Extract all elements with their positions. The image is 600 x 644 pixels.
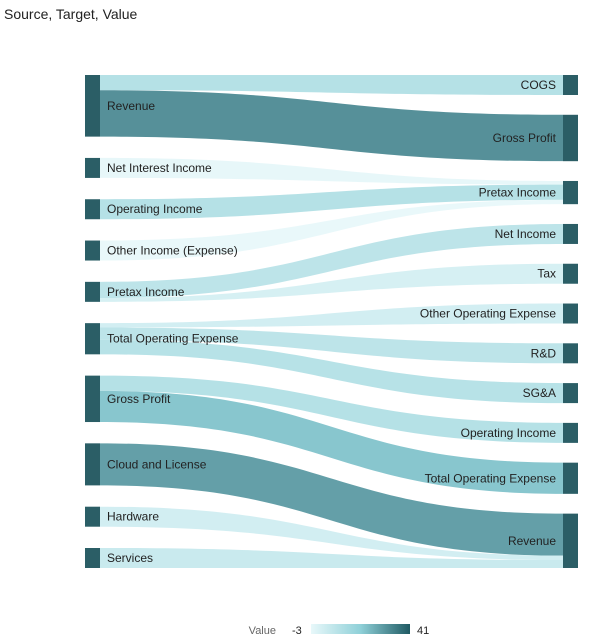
source-node-revenue[interactable] [85,75,100,137]
target-label-sganda: SG&A [523,386,556,400]
source-node-hardware[interactable] [85,506,100,527]
link-revenue-to-cogs[interactable] [100,75,563,95]
source-node-operating-income[interactable] [85,199,100,220]
legend-title: Value [249,625,276,637]
target-label-total-operating-expense: Total Operating Expense [425,471,557,485]
target-node-total-operating-expense[interactable] [563,462,578,494]
target-node-operating-income[interactable] [563,422,578,443]
link-hardware-to-revenue[interactable] [100,506,563,561]
link-gross-profit-to-total-operating-expense[interactable] [100,390,563,494]
target-node-tax[interactable] [563,263,578,284]
target-label-revenue: Revenue [508,534,556,548]
source-label-cloud-and-license: Cloud and License [107,457,207,471]
link-total-operating-expense-to-randd[interactable] [100,327,563,364]
target-label-cogs: COGS [521,78,556,92]
link-other-income-expense-to-pretax-income[interactable] [100,199,563,261]
link-gross-profit-to-operating-income[interactable] [100,375,563,443]
link-pretax-income-to-net-income[interactable] [100,223,563,299]
color-legend: Value -3 41 [249,624,429,637]
legend-max-label: 41 [417,625,429,637]
target-label-pretax-income: Pretax Income [479,186,557,200]
source-label-total-operating-expense: Total Operating Expense [107,332,239,346]
chart-title: Source, Target, Value [4,6,138,22]
target-node-gross-profit[interactable] [563,114,578,162]
source-label-services: Services [107,551,153,565]
target-label-net-income: Net Income [495,227,557,241]
source-label-net-interest-income: Net Interest Income [107,161,212,175]
source-node-net-interest-income[interactable] [85,157,100,178]
target-label-tax: Tax [537,267,556,281]
link-operating-income-to-pretax-income[interactable] [100,184,563,220]
target-node-randd[interactable] [563,343,578,364]
target-node-sganda[interactable] [563,383,578,404]
target-label-gross-profit: Gross Profit [493,131,557,145]
target-node-net-income[interactable] [563,223,578,244]
source-label-revenue: Revenue [107,99,155,113]
source-node-total-operating-expense[interactable] [85,323,100,355]
source-label-gross-profit: Gross Profit [107,392,171,406]
link-total-operating-expense-to-sganda[interactable] [100,339,563,404]
target-node-revenue[interactable] [563,513,578,568]
link-pretax-income-to-tax[interactable] [100,263,563,302]
link-net-interest-income-to-pretax-income[interactable] [100,157,563,185]
nodes-layer [85,75,578,568]
target-node-cogs[interactable] [563,75,578,95]
source-label-operating-income: Operating Income [107,202,203,216]
target-node-other-operating-expense[interactable] [563,303,578,324]
link-revenue-to-gross-profit[interactable] [100,90,563,162]
source-label-hardware: Hardware [107,510,159,524]
links-layer [100,75,563,568]
target-label-randd: R&D [531,346,557,360]
link-cloud-and-license-to-revenue[interactable] [100,443,563,556]
source-node-cloud-and-license[interactable] [85,443,100,486]
source-node-gross-profit[interactable] [85,375,100,423]
source-label-other-income-expense: Other Income (Expense) [107,244,238,258]
source-node-services[interactable] [85,548,100,568]
source-node-other-income-expense[interactable] [85,240,100,261]
source-node-pretax-income[interactable] [85,281,100,302]
link-total-operating-expense-to-other-operating-expense[interactable] [100,303,563,328]
target-label-other-operating-expense: Other Operating Expense [420,307,556,321]
legend-min-label: -3 [292,625,302,637]
link-services-to-revenue[interactable] [100,548,563,568]
source-label-pretax-income: Pretax Income [107,285,185,299]
target-node-pretax-income[interactable] [563,180,578,205]
labels-layer: Revenue Net Interest Income Operating Inco… [107,78,557,565]
target-label-operating-income: Operating Income [461,426,557,440]
legend-gradient-bar [311,624,410,634]
